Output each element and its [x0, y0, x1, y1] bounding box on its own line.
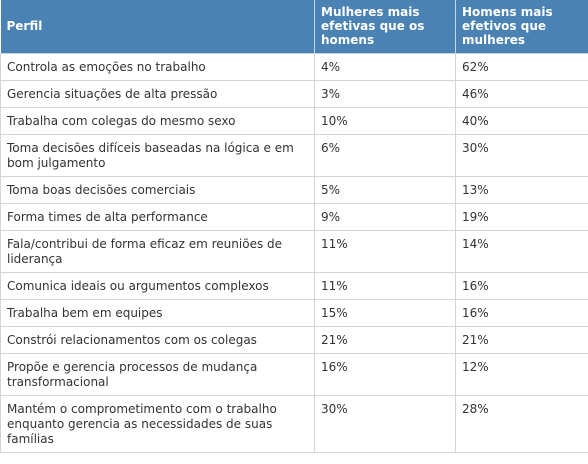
table-row: Toma boas decisões comerciais 5% 13%	[0, 176, 588, 204]
men-value-cell: 21%	[455, 326, 588, 354]
table-row: Forma times de alta performance 9% 19%	[0, 203, 588, 231]
table-row: Gerencia situações de alta pressão 3% 46…	[0, 80, 588, 108]
women-value-cell: 5%	[314, 176, 456, 204]
women-value-cell: 4%	[314, 53, 456, 81]
profile-cell: Constrói relacionamentos com os colegas	[0, 326, 315, 354]
men-value-cell: 12%	[455, 353, 588, 396]
men-value-cell: 46%	[455, 80, 588, 108]
men-value-cell: 16%	[455, 272, 588, 300]
profile-cell: Comunica ideais ou argumentos complexos	[0, 272, 315, 300]
women-value-cell: 11%	[314, 230, 456, 273]
profile-cell: Trabalha com colegas do mesmo sexo	[0, 107, 315, 135]
women-value-cell: 3%	[314, 80, 456, 108]
table-row: Controla as emoções no trabalho 4% 62%	[0, 53, 588, 81]
profile-cell: Fala/contribui de forma eficaz em reuniõ…	[0, 230, 315, 273]
men-value-cell: 14%	[455, 230, 588, 273]
women-value-cell: 6%	[314, 134, 456, 177]
men-value-cell: 30%	[455, 134, 588, 177]
profile-cell: Controla as emoções no trabalho	[0, 53, 315, 81]
women-value-cell: 15%	[314, 299, 456, 327]
table-row: Mantém o comprometimento com o trabalho …	[0, 395, 588, 453]
comparison-table: Perfil Mulheres mais efetivas que os hom…	[0, 0, 588, 453]
table-row: Fala/contribui de forma eficaz em reuniõ…	[0, 230, 588, 273]
women-value-cell: 30%	[314, 395, 456, 453]
men-value-cell: 62%	[455, 53, 588, 81]
header-men-more-effective: Homens mais efetivos que mulheres	[455, 0, 588, 54]
men-value-cell: 19%	[455, 203, 588, 231]
women-value-cell: 16%	[314, 353, 456, 396]
men-value-cell: 40%	[455, 107, 588, 135]
profile-cell: Propõe e gerencia processos de mudança t…	[0, 353, 315, 396]
table-row: Constrói relacionamentos com os colegas …	[0, 326, 588, 354]
men-value-cell: 16%	[455, 299, 588, 327]
men-value-cell: 28%	[455, 395, 588, 453]
profile-cell: Toma boas decisões comerciais	[0, 176, 315, 204]
table-row: Toma decisões difíceis baseadas na lógic…	[0, 134, 588, 177]
profile-cell: Trabalha bem em equipes	[0, 299, 315, 327]
women-value-cell: 11%	[314, 272, 456, 300]
women-value-cell: 21%	[314, 326, 456, 354]
header-profile: Perfil	[0, 0, 315, 54]
profile-cell: Forma times de alta performance	[0, 203, 315, 231]
profile-cell: Toma decisões difíceis baseadas na lógic…	[0, 134, 315, 177]
women-value-cell: 10%	[314, 107, 456, 135]
table-row: Propõe e gerencia processos de mudança t…	[0, 353, 588, 396]
men-value-cell: 13%	[455, 176, 588, 204]
header-women-more-effective: Mulheres mais efetivas que os homens	[314, 0, 456, 54]
profile-cell: Gerencia situações de alta pressão	[0, 80, 315, 108]
table-row: Trabalha com colegas do mesmo sexo 10% 4…	[0, 107, 588, 135]
header-row: Perfil Mulheres mais efetivas que os hom…	[0, 0, 588, 54]
profile-cell: Mantém o comprometimento com o trabalho …	[0, 395, 315, 453]
women-value-cell: 9%	[314, 203, 456, 231]
table-row: Comunica ideais ou argumentos complexos …	[0, 272, 588, 300]
table-row: Trabalha bem em equipes 15% 16%	[0, 299, 588, 327]
